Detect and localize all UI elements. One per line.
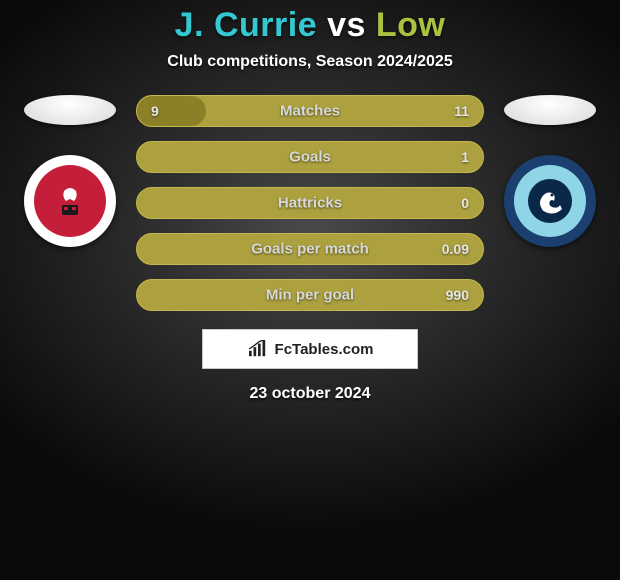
player1-avatar-placeholder <box>24 95 116 125</box>
club-left-crest-inner <box>34 165 106 237</box>
dragon-icon <box>40 171 100 231</box>
stat-value-right: 990 <box>446 287 469 303</box>
club-right-crest <box>504 155 596 247</box>
stat-bar: 9 Matches 11 <box>136 95 484 127</box>
club-right-crest-inner <box>514 165 586 237</box>
subtitle: Club competitions, Season 2024/2025 <box>0 53 620 71</box>
stat-label: Goals <box>289 149 331 166</box>
right-column <box>500 95 600 247</box>
stat-label: Matches <box>280 103 340 120</box>
club-left-crest <box>24 155 116 247</box>
stat-bar: Goals 1 <box>136 141 484 173</box>
date-text: 23 october 2024 <box>0 385 620 403</box>
stats-bars: 9 Matches 11 Goals 1 Hattricks 0 Goals per matc… <box>136 95 484 311</box>
player2-avatar-placeholder <box>504 95 596 125</box>
stat-value-right: 11 <box>454 103 469 119</box>
brand-text: FcTables.com <box>275 341 374 358</box>
left-column <box>20 95 120 247</box>
stat-bar: Goals per match 0.09 <box>136 233 484 265</box>
comparison-title: J. Currie vs Low <box>0 6 620 45</box>
player1-name: J. Currie <box>175 6 317 44</box>
stat-bar: Min per goal 990 <box>136 279 484 311</box>
stat-value-right: 0.09 <box>442 241 469 257</box>
stat-label: Hattricks <box>278 195 342 212</box>
stat-label: Min per goal <box>266 287 354 304</box>
stat-value-left: 9 <box>151 103 159 119</box>
stat-value-right: 1 <box>461 149 469 165</box>
stat-value-right: 0 <box>461 195 469 211</box>
main-row: 9 Matches 11 Goals 1 Hattricks 0 Goals per matc… <box>0 95 620 311</box>
vs-text: vs <box>327 6 366 44</box>
swan-icon <box>520 171 580 231</box>
chart-icon <box>247 340 269 358</box>
stat-fill-left <box>137 96 206 126</box>
brand-badge[interactable]: FcTables.com <box>202 329 418 369</box>
stat-label: Goals per match <box>251 241 369 258</box>
player2-name: Low <box>376 6 445 44</box>
stat-bar: Hattricks 0 <box>136 187 484 219</box>
